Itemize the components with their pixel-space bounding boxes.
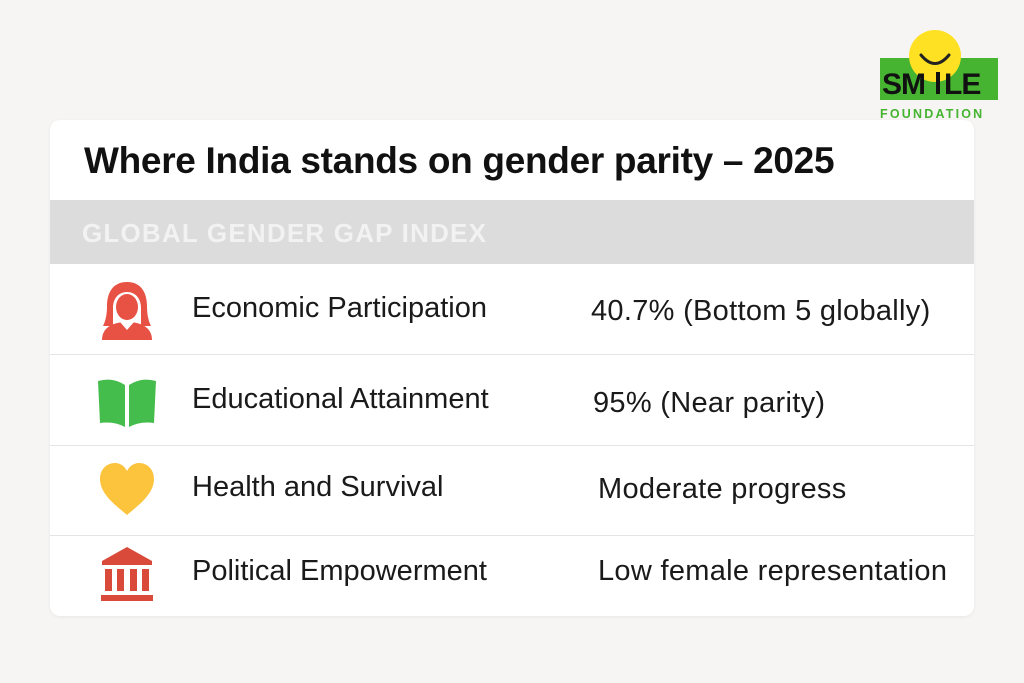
card-title: Where India stands on gender parity – 20… bbox=[84, 140, 835, 181]
section-header: GLOBAL GENDER GAP INDEX bbox=[50, 200, 974, 264]
row-label-education: Educational Attainment bbox=[192, 383, 489, 415]
government-building-icon bbox=[96, 545, 158, 607]
index-row-economic: Economic Participation 40.7% (Bottom 5 g… bbox=[50, 264, 974, 355]
smile-logo-graphic: SM LE FOUNDATION bbox=[880, 30, 998, 121]
section-label: GLOBAL GENDER GAP INDEX bbox=[82, 218, 488, 248]
index-row-political: Political Empowerment Low female represe… bbox=[50, 535, 974, 616]
svg-text:LE: LE bbox=[944, 68, 980, 101]
woman-icon bbox=[96, 278, 158, 340]
row-value-education: 95% (Near parity) bbox=[593, 387, 826, 419]
row-label-health: Health and Survival bbox=[192, 471, 444, 503]
index-row-health: Health and Survival Moderate progress bbox=[50, 445, 974, 536]
index-row-education: Educational Attainment 95% (Near parity) bbox=[50, 355, 974, 446]
row-label-economic: Economic Participation bbox=[192, 292, 487, 324]
row-value-health: Moderate progress bbox=[598, 473, 847, 505]
smile-foundation-logo: SM LE FOUNDATION bbox=[872, 28, 1004, 122]
row-label-political: Political Empowerment bbox=[192, 555, 487, 587]
gender-parity-card: Where India stands on gender parity – 20… bbox=[50, 120, 974, 616]
svg-text:SM: SM bbox=[882, 68, 925, 101]
heart-icon bbox=[96, 457, 158, 519]
row-value-political: Low female representation bbox=[598, 555, 948, 587]
open-book-icon bbox=[96, 369, 158, 431]
row-value-economic: 40.7% (Bottom 5 globally) bbox=[591, 295, 931, 327]
svg-text:FOUNDATION: FOUNDATION bbox=[880, 107, 984, 121]
